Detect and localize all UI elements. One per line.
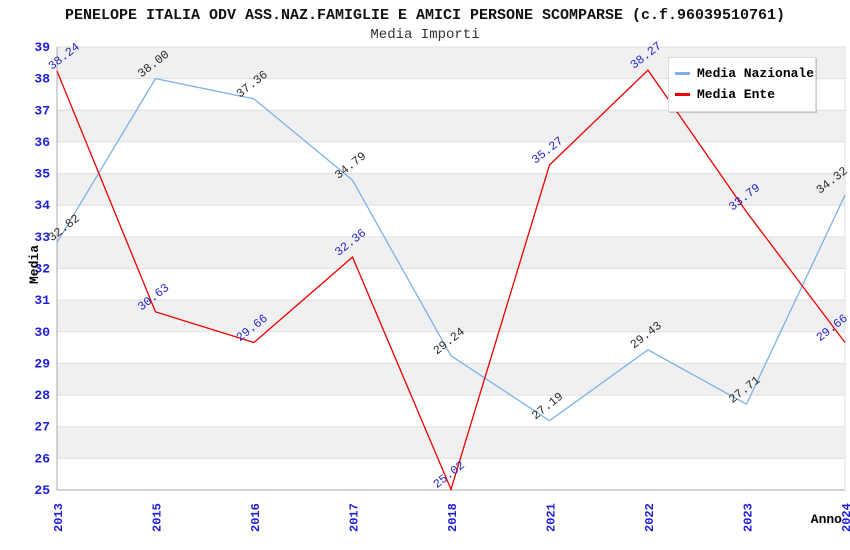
series-line-media-ente <box>56 69 846 492</box>
svg-text:2013: 2013 <box>52 503 66 532</box>
legend: Media Nazionale Media Ente <box>668 57 816 112</box>
svg-text:32: 32 <box>34 262 50 277</box>
chart-title: PENELOPE ITALIA ODV ASS.NAZ.FAMIGLIE E A… <box>64 7 786 24</box>
svg-text:31: 31 <box>34 293 50 308</box>
svg-text:30: 30 <box>34 325 50 340</box>
legend-label-ente: Media Ente <box>697 87 776 102</box>
legend-line-swatch-nazionale <box>675 72 690 75</box>
legend-item-media-nazionale: Media Nazionale <box>675 63 814 84</box>
svg-text:2021: 2021 <box>545 503 559 532</box>
series-line-media-nazionale <box>56 77 846 422</box>
svg-text:29: 29 <box>34 356 50 371</box>
chart-subtitle: Media Importi <box>370 27 480 43</box>
legend-label-nazionale: Media Nazionale <box>697 66 815 81</box>
svg-text:2015: 2015 <box>151 503 165 532</box>
legend-line-swatch-ente <box>675 93 690 96</box>
svg-text:35: 35 <box>34 167 50 182</box>
svg-text:2018: 2018 <box>446 503 460 532</box>
x-axis-ticks: 2013 2015 2016 2017 2018 2021 2022 2023 2024 <box>52 503 850 532</box>
legend-item-media-ente: Media Ente <box>675 84 809 105</box>
svg-text:39: 39 <box>34 40 50 55</box>
svg-text:2023: 2023 <box>742 503 756 532</box>
y-axis-ticks: 25 26 27 28 29 30 31 32 33 34 35 36 37 38 39 <box>34 40 50 498</box>
svg-text:2022: 2022 <box>643 503 657 532</box>
svg-text:34: 34 <box>34 198 50 213</box>
svg-text:2017: 2017 <box>348 503 362 532</box>
svg-text:25: 25 <box>34 483 50 498</box>
svg-text:2024: 2024 <box>840 503 850 532</box>
y-axis-title: Media <box>27 245 42 284</box>
svg-text:27: 27 <box>34 420 50 435</box>
svg-text:28: 28 <box>34 388 50 403</box>
svg-text:38: 38 <box>34 72 50 87</box>
svg-text:36: 36 <box>34 135 50 150</box>
x-axis-title: Anno <box>811 512 842 527</box>
gridlines <box>57 46 846 490</box>
svg-text:33: 33 <box>34 230 50 245</box>
svg-text:2016: 2016 <box>249 503 263 532</box>
svg-text:26: 26 <box>34 451 50 466</box>
svg-text:37: 37 <box>34 103 50 118</box>
